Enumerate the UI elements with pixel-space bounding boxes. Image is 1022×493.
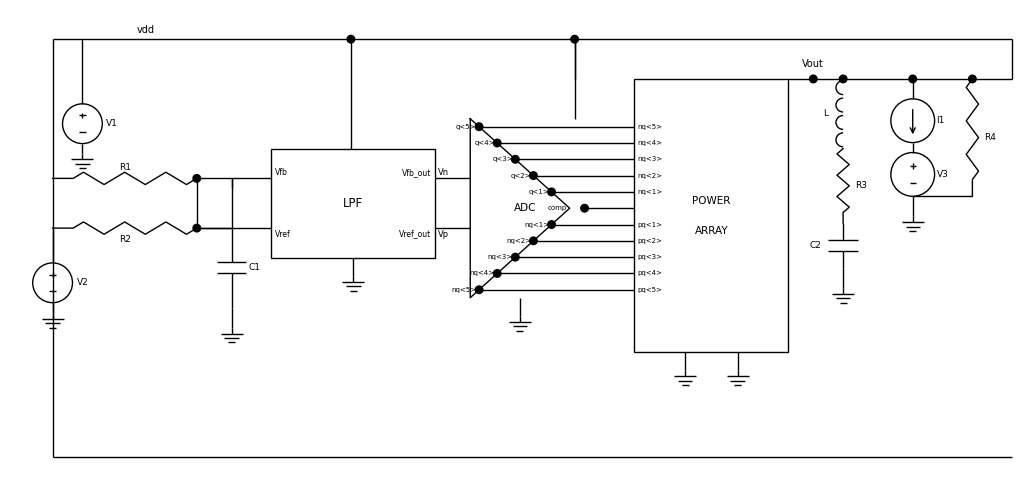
Text: q<2>: q<2> (510, 173, 531, 178)
Circle shape (494, 270, 501, 277)
Circle shape (347, 35, 355, 43)
Circle shape (571, 35, 578, 43)
Circle shape (969, 75, 976, 83)
Circle shape (548, 221, 555, 228)
Circle shape (809, 75, 817, 83)
Text: q<1>: q<1> (528, 189, 549, 195)
Circle shape (512, 155, 519, 163)
Text: Vfb: Vfb (275, 169, 288, 177)
Text: pq<5>: pq<5> (638, 287, 662, 293)
Text: Vref: Vref (275, 230, 291, 239)
Text: pq<3>: pq<3> (638, 254, 662, 260)
Text: L: L (823, 109, 828, 118)
Circle shape (839, 75, 847, 83)
Circle shape (475, 286, 482, 293)
Circle shape (529, 237, 538, 245)
Text: nq<1>: nq<1> (638, 189, 662, 195)
Text: Vout: Vout (802, 59, 824, 69)
Text: V1: V1 (106, 119, 119, 128)
Circle shape (529, 172, 538, 179)
Text: Vp: Vp (437, 230, 449, 239)
Text: Vfb_out: Vfb_out (402, 169, 431, 177)
Circle shape (548, 188, 555, 196)
Circle shape (193, 175, 200, 182)
Text: pq<4>: pq<4> (638, 271, 662, 277)
Text: Vn: Vn (437, 169, 449, 177)
Text: nq<4>: nq<4> (470, 271, 495, 277)
Text: nq<5>: nq<5> (452, 287, 476, 293)
Text: nq<2>: nq<2> (638, 173, 662, 178)
Text: R4: R4 (984, 133, 996, 142)
Text: nq<2>: nq<2> (506, 238, 531, 244)
Text: pq<2>: pq<2> (638, 238, 662, 244)
Text: nq<1>: nq<1> (524, 221, 549, 228)
Circle shape (475, 123, 482, 131)
Circle shape (580, 205, 589, 212)
Text: nq<3>: nq<3> (638, 156, 662, 162)
Circle shape (512, 253, 519, 261)
Circle shape (909, 75, 917, 83)
Text: nq<3>: nq<3> (487, 254, 513, 260)
Circle shape (494, 139, 501, 147)
Text: R2: R2 (119, 235, 131, 244)
Text: V2: V2 (77, 278, 88, 287)
Text: q<5>: q<5> (456, 124, 476, 130)
Text: nq<5>: nq<5> (638, 124, 662, 130)
Text: I1: I1 (936, 116, 945, 125)
Text: vdd: vdd (137, 25, 155, 35)
Text: q<3>: q<3> (493, 156, 513, 162)
Text: C1: C1 (248, 263, 261, 272)
Text: q<4>: q<4> (474, 140, 495, 146)
Text: POWER: POWER (692, 196, 731, 206)
Text: comp: comp (548, 205, 566, 211)
Text: ADC: ADC (514, 203, 537, 213)
Text: V3: V3 (936, 170, 948, 179)
Text: nq<4>: nq<4> (638, 140, 662, 146)
Text: ARRAY: ARRAY (695, 226, 729, 236)
Text: R1: R1 (119, 163, 131, 172)
Text: R3: R3 (855, 181, 867, 190)
Text: Vref_out: Vref_out (400, 230, 431, 239)
Text: C2: C2 (809, 241, 822, 250)
Circle shape (193, 224, 200, 232)
Text: pq<1>: pq<1> (638, 221, 662, 228)
Text: LPF: LPF (343, 197, 364, 210)
